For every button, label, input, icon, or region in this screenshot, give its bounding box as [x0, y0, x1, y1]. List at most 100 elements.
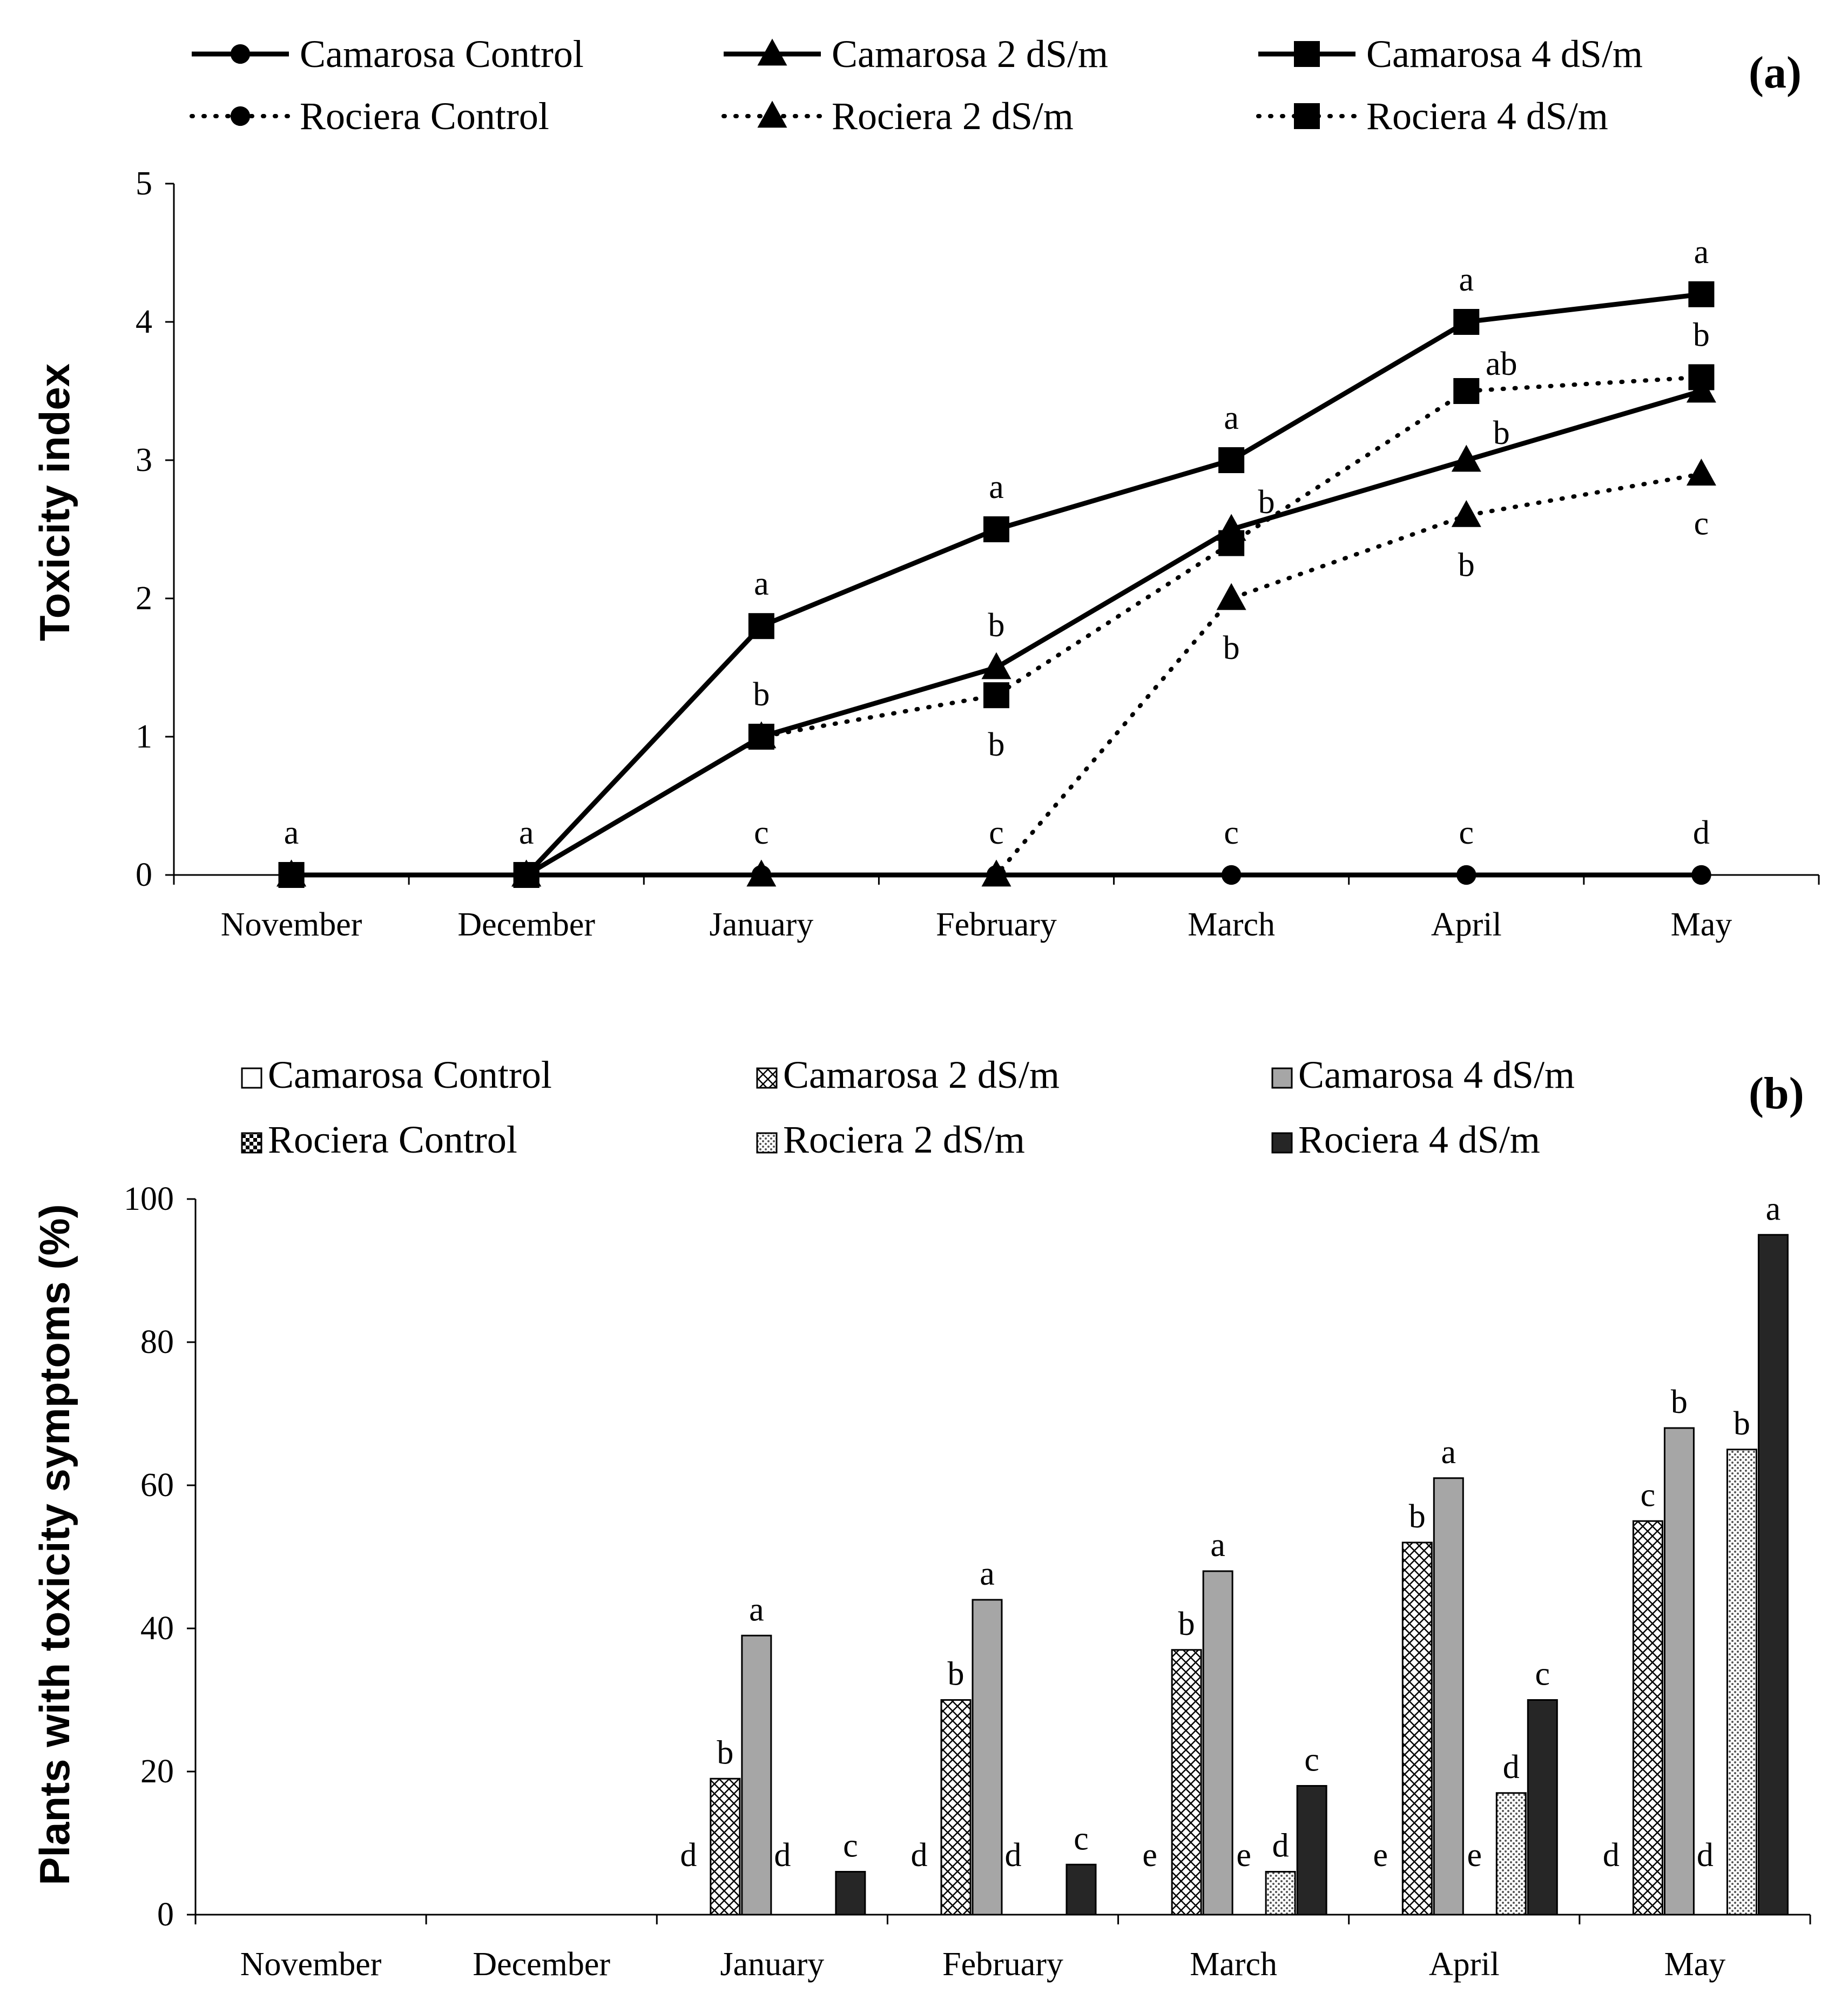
bar-rociera-2-ds-m-march — [1265, 1871, 1296, 1916]
legend-swatch-camarosa-2-ds-m — [756, 1067, 778, 1089]
panel-label-b: (b) — [1749, 1068, 1804, 1119]
bar-camarosa-2-ds-m-february — [940, 1699, 972, 1916]
y-axis-title-b: Plants with toxicity symptoms (%) — [31, 1204, 78, 1885]
bar-letter-camarosa-4-ds-m: b — [1671, 1384, 1688, 1420]
bar-camarosa-4-ds-m-april — [1433, 1477, 1464, 1916]
bars-b — [710, 1234, 1789, 1916]
legend-label: Camarosa 4 dS/m — [1366, 32, 1643, 76]
legend-marker-camarosa-4-ds-m — [1294, 41, 1320, 67]
bar-letter-camarosa-4-ds-m: a — [1210, 1527, 1225, 1564]
y-tick-label-b: 100 — [124, 1181, 174, 1217]
bar-letter-camarosa-control: d — [911, 1837, 928, 1874]
marker-camarosa-4-ds-m — [1453, 309, 1480, 335]
y-tick-label-a: 0 — [136, 857, 152, 893]
y-tick-label-a: 1 — [136, 718, 152, 755]
legend-label: Camarosa 4 dS/m — [1298, 1053, 1575, 1096]
y-tick-label-b: 0 — [157, 1896, 174, 1933]
marker-camarosa-4-ds-m — [748, 613, 774, 639]
legend-item-camarosa-4-ds-m: Camarosa 4 dS/m — [1258, 32, 1643, 76]
bar-letter-camarosa-4-ds-m: a — [1441, 1434, 1456, 1471]
legend-item-rociera-2-ds-m: Rociera 2 dS/m — [756, 1118, 1025, 1161]
symptom-percentage-bar-chart: Camarosa Control Camarosa 2 dS/m Camarosa … — [31, 1053, 1811, 1983]
legend-marker-rociera-4-ds-m — [1294, 103, 1320, 129]
significance-letter-a: c — [1694, 506, 1709, 542]
significance-letter-a: c — [1459, 814, 1474, 851]
legend-item-camarosa-4-ds-m: Camarosa 4 dS/m — [1271, 1053, 1575, 1096]
marker-camarosa-2-ds-m — [981, 652, 1011, 679]
marker-rociera-2-ds-m — [1451, 500, 1481, 527]
legend-label: Rociera Control — [300, 95, 549, 138]
x-tick-label-b: March — [1190, 1946, 1277, 1983]
significance-letter-a: a — [1459, 261, 1474, 298]
legend-marker-camarosa-2-ds-m — [757, 38, 787, 66]
bar-letter-rociera-control: d — [1005, 1837, 1022, 1874]
y-tick-label-a: 4 — [136, 304, 152, 340]
legend-item-rociera-4-ds-m: Rociera 4 dS/m — [1271, 1118, 1540, 1161]
significance-letter-a: d — [1693, 814, 1710, 851]
bar-camarosa-2-ds-m-january — [710, 1777, 741, 1916]
bar-letter-camarosa-control: d — [680, 1837, 697, 1874]
significance-letter-a: c — [1224, 814, 1239, 851]
x-tick-label-a: November — [221, 906, 362, 943]
legend-item-camarosa-2-ds-m: Camarosa 2 dS/m — [724, 32, 1108, 76]
legend-marker-rociera-control — [230, 106, 251, 126]
legend-label: Camarosa 2 dS/m — [783, 1053, 1060, 1096]
bar-letter-rociera-4-ds-m: c — [843, 1828, 858, 1864]
significance-letter-a: a — [519, 814, 534, 851]
x-tick-label-a: April — [1431, 906, 1502, 943]
bar-letter-camarosa-2-ds-m: c — [1641, 1477, 1656, 1513]
bar-rociera-2-ds-m-may — [1726, 1449, 1757, 1916]
bar-letter-camarosa-control: d — [1603, 1837, 1620, 1874]
legend-swatch-rociera-control — [241, 1132, 262, 1154]
bar-letter-rociera-control: d — [774, 1837, 791, 1874]
x-tick-label-a: March — [1188, 906, 1275, 943]
legend-label: Rociera 4 dS/m — [1298, 1118, 1540, 1161]
significance-letter-a: c — [754, 814, 769, 851]
legend-a: Camarosa Control Camarosa 2 dS/m Camarosa … — [190, 32, 1643, 138]
bar-camarosa-2-ds-m-march — [1171, 1649, 1202, 1916]
legend-marker-rociera-2-ds-m — [757, 100, 787, 128]
bar-letter-camarosa-2-ds-m: b — [1409, 1498, 1426, 1535]
bar-letter-camarosa-2-ds-m: b — [1178, 1606, 1195, 1642]
bar-letter-rociera-2-ds-m: d — [1272, 1828, 1289, 1864]
marker-camarosa-control — [1691, 865, 1711, 885]
significance-letter-a: b — [988, 726, 1005, 763]
legend-b: Camarosa Control Camarosa 2 dS/m Camarosa … — [241, 1053, 1575, 1161]
bar-rociera-4-ds-m-may — [1757, 1234, 1789, 1916]
bar-letter-rociera-4-ds-m: c — [1535, 1656, 1550, 1693]
panel-label-a: (a) — [1749, 48, 1802, 98]
bar-camarosa-2-ds-m-april — [1401, 1541, 1433, 1916]
y-tick-label-b: 80 — [140, 1324, 174, 1361]
marker-camarosa-4-ds-m — [1218, 447, 1245, 473]
bar-letter-rociera-control: e — [1236, 1837, 1251, 1874]
legend-label: Rociera 2 dS/m — [783, 1118, 1025, 1161]
significance-letter-a: c — [989, 814, 1004, 851]
significance-letter-a: a — [989, 469, 1004, 506]
x-tick-label-a: January — [709, 906, 813, 943]
significance-letter-a: a — [754, 565, 769, 602]
significance-letter-a: b — [1458, 547, 1475, 583]
legend-item-rociera-control: Rociera Control — [241, 1118, 517, 1161]
significance-letter-a: a — [1694, 234, 1709, 271]
bar-camarosa-4-ds-m-march — [1202, 1570, 1233, 1916]
bar-letter-rociera-control: e — [1467, 1837, 1482, 1874]
bar-rociera-4-ds-m-february — [1065, 1863, 1097, 1916]
significance-letter-a: a — [1224, 400, 1239, 436]
legend-swatch-camarosa-4-ds-m — [1271, 1067, 1293, 1089]
x-tick-label-b: May — [1664, 1946, 1726, 1983]
y-tick-label-b: 20 — [140, 1753, 174, 1790]
bar-letter-rociera-2-ds-m: b — [1734, 1405, 1750, 1442]
y-tick-label-b: 40 — [140, 1610, 174, 1647]
y-axis-title-a: Toxicity index — [31, 363, 78, 641]
legend-swatch-rociera-4-ds-m — [1271, 1132, 1293, 1154]
legend-label: Camarosa 2 dS/m — [832, 32, 1108, 76]
bar-letter-camarosa-4-ds-m: a — [749, 1591, 764, 1628]
legend-label: Camarosa Control — [300, 32, 584, 76]
marker-camarosa-2-ds-m — [1686, 375, 1716, 403]
significance-letter-a: b — [1493, 415, 1510, 452]
marker-rociera-4-ds-m — [1453, 378, 1480, 404]
legend-item-rociera-2-ds-m: Rociera 2 dS/m — [721, 95, 1074, 138]
marker-rociera-2-ds-m — [1686, 459, 1716, 486]
significance-letter-a: b — [988, 607, 1005, 644]
